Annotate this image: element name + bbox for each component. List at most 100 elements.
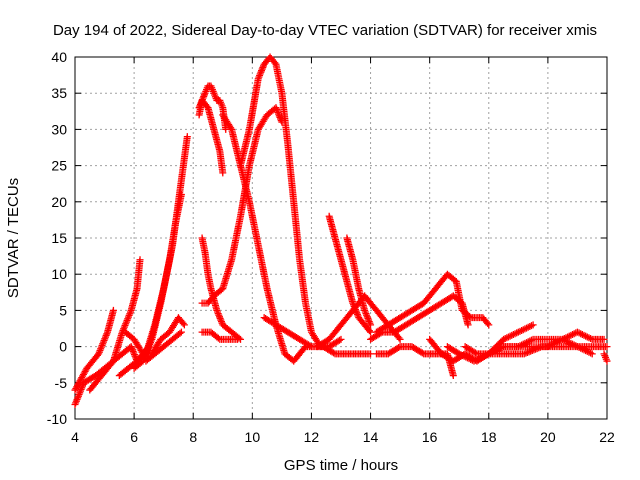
data-point-trace <box>365 318 373 326</box>
data-point-trace <box>214 308 222 316</box>
data-point-trace <box>503 334 511 342</box>
data-point-trace <box>364 314 372 322</box>
data-point-trace <box>97 345 105 353</box>
data-point-trace <box>122 320 130 328</box>
y-tick-label: -10 <box>47 411 67 427</box>
data-point-trace <box>275 110 283 118</box>
data-point-trace <box>460 352 468 360</box>
data-point-trace <box>353 309 361 317</box>
data-point-trace <box>95 348 103 356</box>
data-point-trace <box>274 109 282 117</box>
x-tick-label: 12 <box>304 429 320 445</box>
data-point-trace <box>565 339 573 347</box>
data-point <box>464 321 472 329</box>
data-point <box>588 350 596 358</box>
y-axis-label: SDTVAR / TECUs <box>5 178 22 298</box>
data-point-trace <box>128 344 136 352</box>
y-tick-label: 0 <box>59 339 67 355</box>
data-point <box>71 401 79 409</box>
axis-ticks: 4 6 8 10 12 14 16 18 20 22 -10 -5 0 5 10 15 20 25 30 35 40 <box>47 49 615 445</box>
data-point-trace <box>493 346 501 354</box>
data-point-trace <box>472 356 480 364</box>
data-point <box>600 335 608 343</box>
data-point-trace <box>418 349 426 357</box>
data-point-trace <box>99 338 107 346</box>
data-point-trace <box>336 336 344 344</box>
data-point-trace <box>353 310 361 318</box>
data-point-trace <box>516 327 524 335</box>
data-point-trace <box>587 349 595 357</box>
data-point-trace <box>275 112 283 120</box>
data-point <box>180 321 188 329</box>
data-point-trace <box>72 399 80 407</box>
data-point-trace <box>585 334 593 342</box>
x-tick-label: 8 <box>189 429 197 445</box>
data-point-trace <box>129 347 137 355</box>
y-tick-label: 15 <box>51 230 67 246</box>
x-tick-label: 6 <box>130 429 138 445</box>
data-point-trace <box>363 313 371 321</box>
data-point-trace <box>96 346 104 354</box>
data-point-trace <box>306 342 314 350</box>
data-point <box>470 357 478 365</box>
data-point-trace <box>120 325 128 333</box>
data-point <box>367 321 375 329</box>
data-point <box>361 306 369 314</box>
data-point <box>559 335 567 343</box>
data-point-trace <box>122 318 130 326</box>
data-point <box>177 328 185 336</box>
data-point-trace <box>582 332 590 340</box>
data-point-trace <box>273 105 281 113</box>
y-tick-label: 25 <box>51 158 67 174</box>
data-point <box>95 350 103 358</box>
data-point-trace <box>102 331 110 339</box>
data-point-trace <box>564 333 572 341</box>
data-point-trace <box>521 325 529 333</box>
data-point-trace <box>176 329 184 337</box>
data-point-trace <box>395 334 403 342</box>
data-point-trace <box>179 319 187 327</box>
data-point-trace <box>227 124 235 132</box>
data-point-trace <box>587 335 595 343</box>
data-point-trace <box>72 397 80 405</box>
data-point <box>254 75 262 83</box>
data-point-trace <box>532 345 540 353</box>
data-point-trace <box>496 344 504 352</box>
data-point-trace <box>569 331 577 339</box>
y-tick-label: 20 <box>51 194 67 210</box>
data-point-trace <box>525 348 533 356</box>
data-point-trace <box>146 339 154 347</box>
data-point-trace <box>258 67 266 75</box>
data-point-trace <box>79 382 87 390</box>
data-point-trace <box>125 311 133 319</box>
x-axis-label: GPS time / hours <box>284 457 398 474</box>
data-point-trace <box>271 59 279 67</box>
x-tick-label: 10 <box>245 429 261 445</box>
data-point-trace <box>124 313 132 321</box>
data-point-trace <box>498 343 506 351</box>
data-point-trace <box>255 73 263 81</box>
data-point-trace <box>101 333 109 341</box>
data-point-trace <box>74 392 82 400</box>
data-point-trace <box>583 333 591 341</box>
data-point-trace <box>565 332 573 340</box>
data-point-trace <box>120 323 128 331</box>
data-point-trace <box>366 319 374 327</box>
x-tick-label: 4 <box>71 429 79 445</box>
x-tick-label: 22 <box>599 429 615 445</box>
data-point-trace <box>214 310 222 318</box>
data-point <box>219 169 227 177</box>
data-point <box>272 104 280 112</box>
data-point-trace <box>522 349 530 357</box>
data-point-trace <box>273 107 281 115</box>
data-point-trace <box>363 311 371 319</box>
data-point-trace <box>527 347 535 355</box>
data-point-trace <box>465 355 473 363</box>
x-tick-label: 18 <box>481 429 497 445</box>
data-point-trace <box>217 316 225 324</box>
data-point-trace <box>523 324 531 332</box>
data-point <box>603 357 611 365</box>
data-point <box>109 306 117 314</box>
data-point-trace <box>377 329 385 337</box>
data-point-trace <box>330 349 338 357</box>
